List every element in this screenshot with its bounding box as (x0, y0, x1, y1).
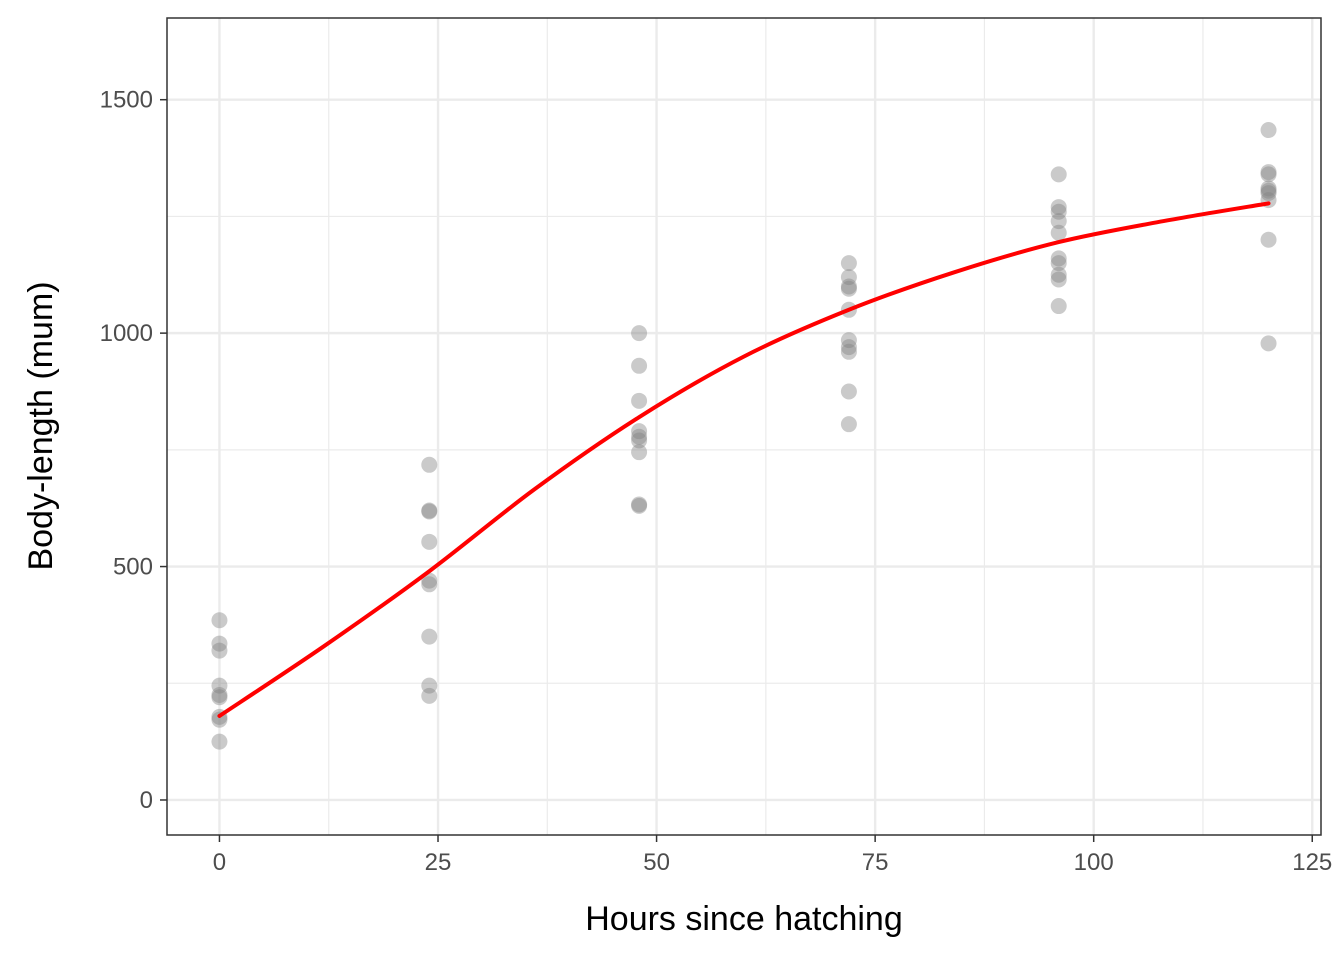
y-tick-label: 1500 (100, 87, 153, 114)
x-tick-label: 50 (643, 849, 670, 876)
data-point (631, 428, 648, 445)
data-point (1050, 266, 1067, 283)
data-point (840, 343, 857, 360)
data-point (840, 255, 857, 272)
data-point (1260, 164, 1277, 181)
data-point (421, 628, 438, 645)
data-point (840, 278, 857, 295)
y-tick-label: 0 (140, 787, 153, 814)
data-point (631, 325, 648, 342)
data-point (421, 687, 438, 704)
data-point (1260, 335, 1277, 352)
data-point (631, 497, 648, 514)
data-point (211, 689, 228, 706)
data-point (840, 280, 857, 297)
x-tick-label: 0 (213, 849, 226, 876)
fit-line (217, 201, 1271, 718)
data-point (211, 677, 228, 694)
data-point (421, 456, 438, 473)
panel-border (166, 17, 1322, 836)
data-point (631, 496, 648, 513)
data-point (211, 642, 228, 659)
data-point (211, 686, 228, 703)
data-point (1050, 199, 1067, 216)
x-tick-label: 25 (425, 849, 452, 876)
x-tick-label: 100 (1074, 849, 1114, 876)
data-point (211, 733, 228, 750)
data-point (1260, 182, 1277, 199)
data-point (840, 383, 857, 400)
data-point (631, 423, 648, 440)
data-point (840, 332, 857, 349)
data-point (1050, 255, 1067, 272)
y-axis-title: Body-length (mum) (22, 281, 60, 570)
data-point (421, 502, 438, 519)
data-point (631, 444, 648, 461)
data-point (1050, 298, 1067, 315)
data-point (1260, 180, 1277, 197)
data-point (1260, 166, 1277, 183)
data-point (1260, 185, 1277, 202)
data-point (1260, 231, 1277, 248)
data-point (211, 635, 228, 652)
y-tick-label: 500 (113, 554, 153, 581)
data-point (1050, 271, 1067, 288)
x-tick-label: 125 (1292, 849, 1332, 876)
data-point (840, 339, 857, 356)
data-point (1050, 166, 1067, 183)
data-point (840, 416, 857, 433)
data-point (1050, 213, 1067, 230)
data-point (421, 576, 438, 593)
data-point (421, 503, 438, 520)
x-axis-title: Hours since hatching (585, 900, 903, 938)
data-point (631, 392, 648, 409)
data-point (1260, 122, 1277, 139)
data-point (1050, 250, 1067, 267)
data-point (421, 677, 438, 694)
data-point (631, 432, 648, 449)
y-tick-label: 1000 (100, 320, 153, 347)
data-point (1050, 203, 1067, 220)
grid-lines (167, 18, 1321, 835)
data-point (421, 533, 438, 550)
data-point (211, 612, 228, 629)
data-point (840, 269, 857, 286)
axis-ticks: 0 25 50 75 100 125 0 500 1000 1500 (100, 87, 1333, 876)
data-point (631, 357, 648, 374)
data-point (1050, 224, 1067, 241)
x-tick-label: 75 (862, 849, 889, 876)
scatter-points (211, 122, 1277, 750)
